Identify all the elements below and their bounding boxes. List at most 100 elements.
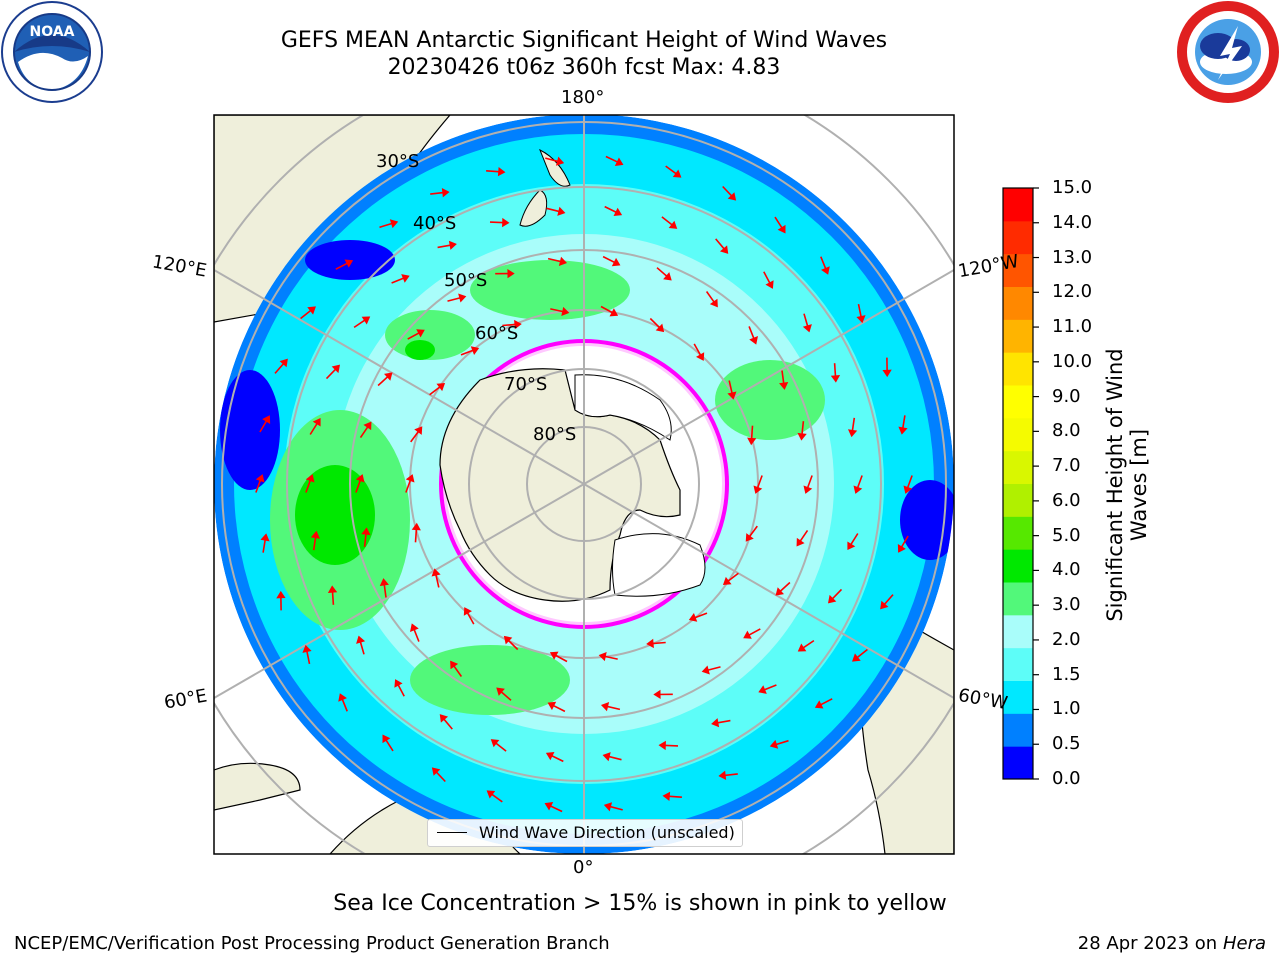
wind-wave-arrowhead (497, 166, 506, 177)
wind-wave-arrowhead (436, 382, 446, 392)
wind-wave-arrowhead (658, 740, 666, 751)
wind-wave-arrowhead (431, 568, 441, 577)
wind-wave-arrowhead (821, 266, 830, 275)
colorbar-bin (1003, 352, 1033, 386)
wind-wave-arrowhead (382, 734, 391, 744)
wind-wave-arrowhead (276, 590, 286, 599)
colorbar-tick-label: 2.0 (1052, 628, 1081, 650)
wind-wave-arrowhead (803, 485, 813, 494)
wind-wave-arrowhead (747, 437, 757, 446)
colorbar-tick-label: 13.0 (1052, 246, 1093, 268)
wind-wave-arrowhead (662, 791, 671, 802)
wind-wave-arrowhead (260, 533, 270, 542)
wind-wave-arrowhead (262, 415, 271, 424)
wind-wave-arrowhead (653, 689, 661, 700)
wind-wave-arrowhead (897, 544, 906, 553)
lat-label-60s: 60°S (475, 323, 519, 344)
map-frame (213, 114, 955, 855)
wind-wave-arrowhead (898, 426, 908, 435)
noaa-logo: NOAA (1, 1, 103, 103)
wind-wave-arrowhead (327, 585, 338, 594)
wind-wave-arrowhead (361, 316, 371, 325)
wind-wave-arrowhead (753, 485, 763, 494)
lon-label-0: 0° (573, 857, 594, 878)
wind-wave-arrowhead (431, 767, 441, 776)
colorbar-tick-label: 6.0 (1052, 489, 1081, 511)
colorbar-tick-label: 11.0 (1052, 316, 1093, 338)
colorbar-bin (1003, 614, 1033, 649)
wind-wave-arrowhead (827, 594, 837, 604)
colorbar-bin (1003, 680, 1033, 714)
colorbar-bin (1003, 516, 1033, 550)
wind-wave-arrowhead (688, 613, 698, 622)
wind-wave-arrowhead (600, 702, 610, 712)
wind-wave-arrowhead (331, 364, 341, 374)
wind-wave-arrowhead (880, 600, 889, 610)
colorbar-tick-label: 7.0 (1052, 455, 1081, 477)
wind-wave-arrowhead (903, 485, 913, 494)
wind-wave-arrows (255, 155, 913, 813)
wind-wave-arrowhead (549, 651, 559, 660)
colorbar-bin (1003, 319, 1033, 353)
colorbar-bin (1003, 385, 1033, 419)
wind-wave-arrowhead (450, 660, 459, 670)
wind-wave-arrowhead (701, 665, 710, 675)
wind-wave-arrowhead (361, 527, 371, 536)
wind-wave-arrowhead (279, 358, 288, 368)
wind-wave-arrowhead (544, 802, 554, 811)
svg-text:NOAA: NOAA (30, 24, 75, 40)
wind-wave-arrowhead (545, 751, 555, 761)
nws-logo (1177, 1, 1279, 103)
new-zealand-south (519, 189, 548, 227)
colorbar-frame (1002, 187, 1034, 780)
chart-subtitle: 20230426 t06z 360h fcst Max: 4.83 (387, 55, 781, 80)
colorbar-tick-label: 4.0 (1052, 559, 1081, 581)
wind-wave-arrowhead (852, 653, 861, 662)
wind-wave-arrowhead (613, 207, 623, 217)
colorbar-bin (1003, 713, 1033, 747)
wind-wave-arrowhead (401, 274, 410, 283)
footer-date: 28 Apr 2023 on Hera (1078, 933, 1266, 954)
colorbar-tick-label: 0.5 (1052, 733, 1081, 755)
wind-wave-arrowhead (547, 701, 557, 711)
wind-wave-arrowhead (384, 372, 393, 381)
chart-title: GEFS MEAN Antarctic Significant Height o… (280, 28, 888, 53)
wind-wave-arrowhead (344, 259, 354, 268)
wind-wave-arrowhead (779, 382, 789, 390)
wind-wave-arrowhead (507, 268, 515, 279)
wind-wave-arrowhead (502, 217, 510, 228)
map-legend: Wind Wave Direction (unscaled) (427, 819, 743, 847)
wind-wave-arrowhead (255, 474, 265, 483)
colorbar-tick-label: 9.0 (1052, 385, 1081, 407)
lat-label-50s: 50°S (444, 270, 488, 291)
wind-wave-arrowhead (646, 638, 654, 649)
colorbar-tick-label: 8.0 (1052, 420, 1081, 442)
lat-label-30s: 30°S (376, 151, 420, 172)
wind-wave-arrowhead (602, 752, 611, 762)
wind-wave-arrowhead (557, 206, 566, 216)
colorbar-bin (1003, 188, 1033, 222)
wind-wave-arrowhead (598, 652, 607, 662)
ice-shelf (574, 374, 672, 441)
colorbar-tick-label: 5.0 (1052, 524, 1081, 546)
wind-wave-arrowhead (503, 635, 513, 645)
wind-wave-arrowhead (853, 485, 863, 494)
wind-wave-arrowhead (777, 224, 786, 234)
wind-wave-arrowhead (305, 474, 315, 483)
wind-wave-arrowhead (363, 421, 372, 431)
lat-label-70s: 70°S (504, 374, 548, 395)
colorbar-tick-label: 10.0 (1052, 350, 1093, 372)
wind-wave-arrowhead (727, 391, 737, 400)
footer-credit: NCEP/EMC/Verification Post Processing Pr… (14, 933, 610, 954)
wind-wave-arrowhead (609, 308, 619, 317)
colorbar-tick-label: 1.5 (1052, 663, 1081, 685)
wind-wave-arrowhead (611, 257, 621, 267)
ice-shelf-west (612, 533, 706, 597)
lat-label-40s: 40°S (413, 213, 457, 234)
wind-wave-arrowhead (312, 417, 321, 427)
wind-wave-arrowhead (711, 718, 720, 728)
colorbar-bin (1003, 417, 1033, 452)
wind-wave-arrowhead (668, 220, 678, 229)
colorbar-bin (1003, 582, 1033, 616)
